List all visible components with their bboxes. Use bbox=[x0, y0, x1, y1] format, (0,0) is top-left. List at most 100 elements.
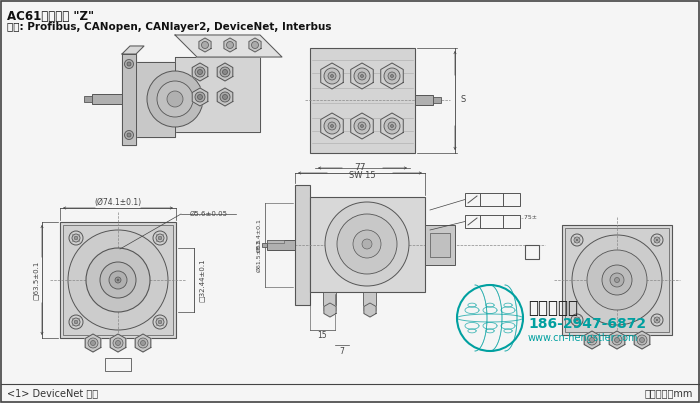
Circle shape bbox=[167, 91, 183, 107]
Polygon shape bbox=[351, 113, 373, 139]
Circle shape bbox=[358, 122, 366, 130]
Bar bbox=[323, 292, 336, 310]
Circle shape bbox=[654, 237, 660, 243]
Text: 15: 15 bbox=[317, 332, 327, 341]
Circle shape bbox=[610, 273, 624, 287]
Bar bbox=[465, 193, 520, 206]
Bar bbox=[525, 245, 539, 259]
Circle shape bbox=[330, 125, 333, 127]
Polygon shape bbox=[364, 303, 376, 317]
Text: Ø31.75±: Ø31.75± bbox=[510, 214, 538, 220]
Circle shape bbox=[602, 265, 632, 295]
Text: AC61电缆连接 "Z": AC61电缆连接 "Z" bbox=[7, 10, 94, 23]
Polygon shape bbox=[85, 334, 101, 352]
Polygon shape bbox=[130, 62, 175, 137]
Bar bbox=[105, 358, 131, 371]
Polygon shape bbox=[224, 38, 236, 52]
Polygon shape bbox=[193, 88, 208, 106]
Polygon shape bbox=[609, 331, 625, 349]
Circle shape bbox=[115, 277, 121, 283]
Text: A: A bbox=[508, 195, 514, 204]
Circle shape bbox=[223, 69, 228, 75]
Bar bbox=[465, 215, 520, 228]
Bar bbox=[363, 292, 376, 310]
Circle shape bbox=[384, 68, 400, 84]
Polygon shape bbox=[217, 88, 233, 106]
Circle shape bbox=[127, 133, 131, 137]
Circle shape bbox=[100, 262, 136, 298]
Circle shape bbox=[391, 125, 393, 127]
Text: <1>: <1> bbox=[108, 360, 127, 369]
Polygon shape bbox=[634, 331, 650, 349]
Circle shape bbox=[153, 315, 167, 329]
Circle shape bbox=[353, 230, 381, 258]
Circle shape bbox=[197, 69, 202, 75]
Bar bbox=[562, 225, 672, 335]
Circle shape bbox=[72, 234, 80, 242]
Circle shape bbox=[156, 318, 164, 326]
Circle shape bbox=[337, 214, 397, 274]
Circle shape bbox=[640, 337, 645, 343]
Text: A: A bbox=[508, 217, 514, 226]
Circle shape bbox=[328, 72, 336, 80]
Polygon shape bbox=[193, 63, 208, 81]
Circle shape bbox=[388, 122, 396, 130]
Polygon shape bbox=[122, 46, 144, 54]
Circle shape bbox=[362, 239, 372, 249]
Circle shape bbox=[138, 338, 148, 348]
Circle shape bbox=[654, 317, 660, 323]
Text: 186-2947-6872: 186-2947-6872 bbox=[528, 317, 646, 331]
Circle shape bbox=[157, 81, 193, 117]
Bar bbox=[267, 240, 295, 250]
Bar bbox=[267, 239, 284, 243]
Circle shape bbox=[153, 231, 167, 245]
Text: 0.05: 0.05 bbox=[484, 219, 498, 224]
Circle shape bbox=[656, 319, 658, 321]
Polygon shape bbox=[199, 38, 211, 52]
Circle shape bbox=[156, 234, 164, 242]
Circle shape bbox=[324, 68, 340, 84]
Text: 7: 7 bbox=[340, 347, 344, 355]
Circle shape bbox=[656, 239, 658, 241]
Circle shape bbox=[651, 234, 663, 246]
Circle shape bbox=[576, 319, 578, 321]
Polygon shape bbox=[351, 63, 373, 89]
Circle shape bbox=[637, 335, 647, 345]
Circle shape bbox=[251, 42, 258, 48]
Bar bbox=[430, 233, 450, 257]
Circle shape bbox=[571, 314, 583, 326]
Polygon shape bbox=[381, 63, 403, 89]
Polygon shape bbox=[324, 303, 336, 317]
Circle shape bbox=[69, 315, 83, 329]
Text: www.cn-hengstler.com: www.cn-hengstler.com bbox=[528, 333, 638, 343]
Circle shape bbox=[615, 278, 620, 283]
Circle shape bbox=[125, 131, 134, 139]
Circle shape bbox=[141, 341, 146, 345]
Polygon shape bbox=[584, 331, 600, 349]
Circle shape bbox=[220, 92, 230, 102]
Circle shape bbox=[388, 72, 396, 80]
Circle shape bbox=[74, 237, 78, 239]
Circle shape bbox=[117, 279, 119, 281]
Circle shape bbox=[324, 118, 340, 134]
Circle shape bbox=[223, 94, 228, 100]
Bar bbox=[63, 225, 173, 335]
Circle shape bbox=[572, 235, 662, 325]
Circle shape bbox=[612, 335, 622, 345]
Bar bbox=[425, 225, 455, 265]
Circle shape bbox=[384, 118, 400, 134]
Bar bbox=[92, 94, 122, 104]
Text: 0.2: 0.2 bbox=[485, 197, 496, 202]
Polygon shape bbox=[381, 113, 403, 139]
Circle shape bbox=[74, 320, 78, 324]
Polygon shape bbox=[217, 63, 233, 81]
Text: 77: 77 bbox=[354, 162, 365, 172]
Bar bbox=[565, 228, 669, 332]
Circle shape bbox=[68, 230, 168, 330]
Bar bbox=[310, 48, 415, 153]
Circle shape bbox=[360, 125, 363, 127]
Text: Ø52.4±0.1: Ø52.4±0.1 bbox=[257, 218, 262, 252]
Circle shape bbox=[651, 314, 663, 326]
Circle shape bbox=[158, 237, 162, 239]
Circle shape bbox=[195, 92, 205, 102]
